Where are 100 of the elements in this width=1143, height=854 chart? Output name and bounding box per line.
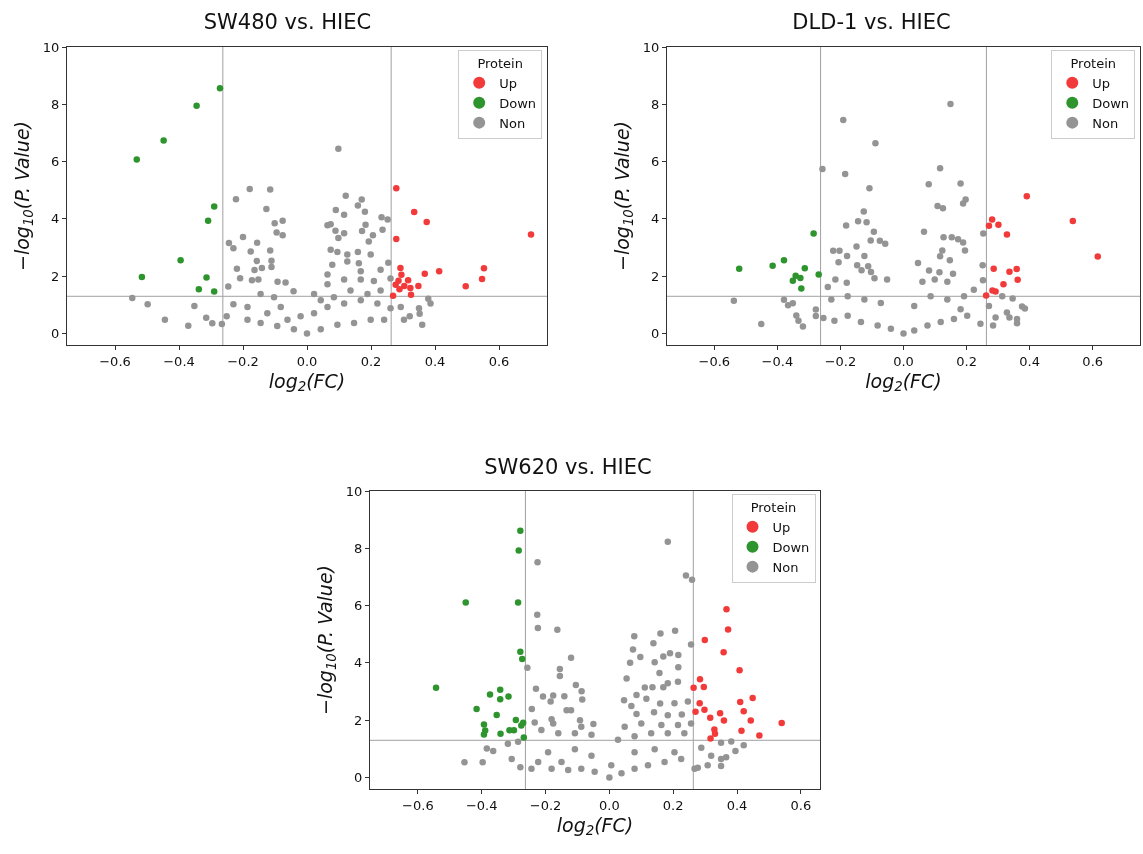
x-tick-label: 0.6: [790, 797, 812, 813]
x-tick-label: −0.2: [529, 797, 562, 813]
point: [1000, 281, 1007, 288]
x-tick-label: 0.6: [1082, 353, 1104, 369]
point: [517, 648, 524, 655]
y-tick-label: 4: [51, 211, 60, 227]
point: [756, 732, 763, 739]
x-tick-label: 0.4: [726, 797, 748, 813]
point: [462, 283, 469, 290]
point: [423, 218, 430, 226]
x-tick-label: −0.2: [824, 353, 857, 369]
point: [738, 727, 745, 735]
x-tick-label: −0.6: [99, 353, 131, 369]
point: [810, 230, 817, 237]
point: [988, 216, 996, 223]
point: [780, 256, 788, 264]
legend-label: Up: [772, 519, 791, 535]
point: [195, 285, 203, 293]
point: [462, 599, 469, 606]
point: [690, 684, 697, 692]
legend-label: Non: [772, 559, 799, 575]
legend-label: Non: [499, 115, 526, 131]
point: [393, 235, 400, 243]
y-tick-label: 10: [42, 39, 60, 55]
point: [735, 265, 743, 273]
point: [1003, 231, 1011, 238]
point: [138, 273, 146, 281]
point: [1094, 253, 1101, 260]
point: [724, 626, 732, 633]
point: [797, 274, 804, 282]
legend-label: Down: [772, 539, 810, 555]
point: [723, 606, 730, 613]
point: [203, 274, 210, 281]
point: [510, 727, 518, 734]
point: [398, 271, 405, 279]
chart-title: DLD-1 vs. HIEC: [792, 10, 951, 35]
point: [401, 282, 408, 290]
point: [216, 85, 224, 92]
point: [798, 285, 805, 292]
point: [397, 264, 404, 272]
y-tick-label: 4: [651, 211, 660, 227]
point: [736, 667, 743, 674]
point: [407, 284, 414, 292]
point: [692, 708, 699, 715]
point: [740, 708, 747, 715]
point: [1013, 265, 1020, 273]
point: [696, 676, 704, 683]
point: [700, 683, 708, 691]
legend-label: Up: [499, 75, 517, 91]
point: [389, 292, 397, 299]
point: [990, 265, 997, 273]
point: [696, 700, 703, 707]
point: [720, 649, 727, 656]
point: [415, 282, 422, 290]
point: [707, 735, 714, 742]
point: [1023, 193, 1031, 200]
point: [204, 217, 212, 224]
point: [995, 221, 1002, 228]
point: [177, 256, 184, 264]
x-axis-title: log$_{2}$(FC): [865, 369, 942, 395]
y-tick-label: 8: [354, 540, 363, 556]
legend-label: Down: [499, 95, 537, 111]
legend-title: Protein: [750, 499, 797, 515]
y-tick-label: 4: [354, 655, 363, 671]
x-tick-label: −0.6: [698, 353, 731, 369]
point: [210, 288, 218, 295]
legend-label: Down: [1092, 95, 1130, 111]
x-tick-label: 0.0: [296, 353, 318, 369]
y-tick-label: 8: [651, 96, 660, 112]
point: [133, 156, 141, 163]
x-tick-label: −0.4: [761, 353, 794, 369]
y-tick-label: 10: [642, 39, 660, 55]
x-tick-label: 0.2: [360, 353, 382, 369]
x-tick-label: 0.0: [893, 353, 914, 369]
legend-label: Non: [1092, 115, 1119, 131]
point: [435, 268, 443, 275]
point: [520, 734, 528, 741]
point: [815, 271, 822, 278]
point: [410, 208, 418, 216]
point: [497, 730, 504, 737]
point: [1006, 268, 1013, 275]
x-axis-title: log$_{2}$(FC): [556, 813, 634, 839]
point: [518, 655, 526, 663]
point: [432, 684, 440, 692]
y-tick-label: 10: [345, 483, 363, 499]
point: [193, 102, 200, 109]
legend-title: Protein: [1070, 55, 1117, 71]
point: [393, 185, 400, 192]
chart-title: SW620 vs. HIEC: [484, 455, 652, 480]
x-tick-label: 0.2: [956, 353, 977, 369]
x-tick-label: −0.2: [227, 353, 259, 369]
y-tick-label: 2: [51, 268, 60, 284]
x-axis-title: log$_{2}$(FC): [268, 369, 346, 395]
point: [985, 222, 993, 230]
point: [982, 292, 990, 299]
point: [514, 599, 522, 606]
point: [505, 693, 512, 700]
point: [407, 291, 415, 299]
x-tick-label: 0.2: [662, 797, 684, 813]
point: [778, 719, 785, 727]
